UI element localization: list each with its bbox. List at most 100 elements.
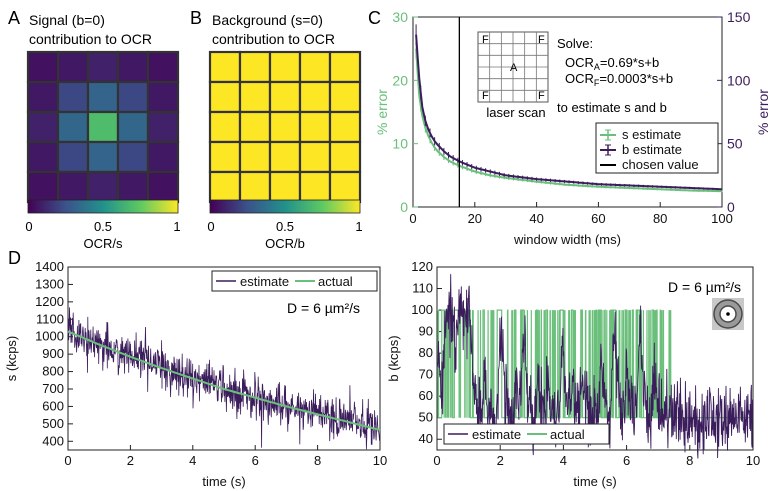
panel-b: B Background (s=0) contribution to OCR 0… [190, 8, 363, 251]
y-tick-label: 600 [42, 398, 64, 413]
colorbar-a-tick-1: 1 [173, 219, 180, 234]
x-axis-label: window width (ms) [513, 232, 621, 247]
plot-frame [436, 266, 754, 451]
heatmap-cell [298, 170, 332, 204]
heatmap-cell [208, 140, 242, 174]
panel-a-title-line2: contribution to OCR [29, 31, 152, 47]
y-tick-label: 400 [42, 433, 64, 448]
laser-scan-inset: F F F F A laser scan Solve: OCRA=0.69*s+… [477, 31, 673, 120]
legend-d-left: estimate actual [211, 270, 378, 292]
x-tick-label: 20 [468, 211, 482, 226]
heatmap-cell [86, 80, 120, 114]
y-tick-label: 100 [411, 302, 433, 317]
x-axis-label: time (s) [202, 474, 245, 489]
legend-d-right: estimate actual [443, 423, 610, 445]
plot-frame [67, 266, 381, 451]
panel-letter-a: A [8, 8, 20, 28]
legend-label: estimate [240, 274, 289, 289]
heatmap-cell [86, 110, 120, 144]
heatmap-cell [26, 50, 60, 84]
heatmap-cell [146, 50, 180, 84]
y-tick-label-left: 10 [392, 136, 408, 152]
y-tick-label: 120 [411, 259, 433, 274]
heatmap-cell [26, 140, 60, 174]
x-tick-label: 4 [560, 453, 567, 468]
heatmap-cell [146, 140, 180, 174]
heatmap-signal [26, 50, 180, 204]
colorbar-a-fill [27, 199, 179, 214]
heatmap-cell [328, 80, 362, 114]
x-axis-label: time (s) [573, 474, 616, 489]
colorbar-a-tick-05: 0.5 [94, 219, 112, 234]
y-tick-label: 1400 [35, 259, 64, 274]
y-tick-label-left: 0 [400, 199, 408, 215]
heatmap-background [208, 50, 362, 204]
heatmap-cell [56, 170, 90, 204]
heatmap-cell [56, 140, 90, 174]
y-tick-label: 500 [42, 416, 64, 431]
panel-letter-c: C [368, 8, 381, 28]
x-tick-label: 8 [686, 453, 693, 468]
heatmap-cell [328, 170, 362, 204]
heatmap-cell [26, 110, 60, 144]
x-tick-label: 80 [653, 211, 667, 226]
y-tick-label: 700 [42, 381, 64, 396]
y-tick-label-left: 30 [392, 9, 408, 25]
colorbar-b-fill [209, 199, 361, 214]
heatmap-cell [146, 80, 180, 114]
y-tick-label: 110 [412, 281, 433, 296]
series-s-estimate [415, 48, 723, 193]
heatmap-cell [86, 140, 120, 174]
colorbar-b-label: OCR/b [265, 236, 305, 251]
panel-a-title-line1: Signal (b=0) [29, 12, 105, 28]
heatmap-cell [268, 110, 302, 144]
y-tick-label-right: 100 [727, 72, 751, 88]
heatmap-cell [238, 110, 272, 144]
y-axis-label: s (kcps) [4, 336, 19, 382]
series-estimate [67, 307, 381, 450]
y-tick-label: 40 [419, 431, 433, 446]
equation-f: OCRF=0.0003*s+b [565, 71, 673, 88]
heatmap-cell [208, 170, 242, 204]
y-axis-label: b (kcps) [386, 335, 401, 381]
heatmap-cell [86, 50, 120, 84]
d-right-annotation: D = 6 µm²/s [668, 279, 741, 295]
heatmap-cell [146, 110, 180, 144]
heatmap-cell [268, 170, 302, 204]
beam-icon-center-dot [726, 312, 730, 316]
heatmap-cell [208, 110, 242, 144]
panel-letter-b: B [190, 8, 202, 28]
colorbar-a-tick-0: 0 [25, 219, 32, 234]
heatmap-cell [268, 80, 302, 114]
x-tick-label: 40 [529, 211, 543, 226]
heatmap-cell [328, 140, 362, 174]
heatmap-cell [116, 170, 150, 204]
beam-icon [712, 298, 744, 330]
x-tick-label: 4 [189, 453, 196, 468]
background-trace-chart: 0 2 4 6 8 10 40 50 60 70 80 90 100 110 120 time (s) b (k… [386, 259, 760, 489]
x-tick-label: 100 [711, 211, 733, 226]
legend-label: estimate [472, 427, 521, 442]
y-tick-label: 1300 [35, 276, 64, 291]
y-tick-label: 900 [42, 346, 64, 361]
panel-a: A Signal (b=0) contribution to OCR 0 0.5… [8, 8, 181, 251]
heatmap-cell [328, 50, 362, 84]
y-tick-label: 800 [42, 364, 64, 379]
colorbar-b: 0 0.5 1 OCR/b [207, 199, 363, 251]
x-tick-label: 8 [314, 453, 321, 468]
heatmap-cell [86, 170, 120, 204]
y-tick-label-right: 150 [727, 9, 751, 25]
inset-caption: laser scan [486, 105, 545, 120]
panel-d: D 0 2 4 6 8 104005006007008009001000110012001… [4, 248, 760, 489]
series-estimate [436, 274, 754, 459]
y-axis-label-right: % error [755, 89, 771, 135]
heatmap-cell [328, 110, 362, 144]
y-tick-label: 1100 [36, 311, 64, 326]
x-tick-label: 0 [409, 211, 416, 226]
equation-a: OCRA=0.69*s+b [565, 55, 659, 72]
heatmap-cell [146, 170, 180, 204]
heatmap-cell [298, 140, 332, 174]
legend-label: actual [550, 427, 585, 442]
